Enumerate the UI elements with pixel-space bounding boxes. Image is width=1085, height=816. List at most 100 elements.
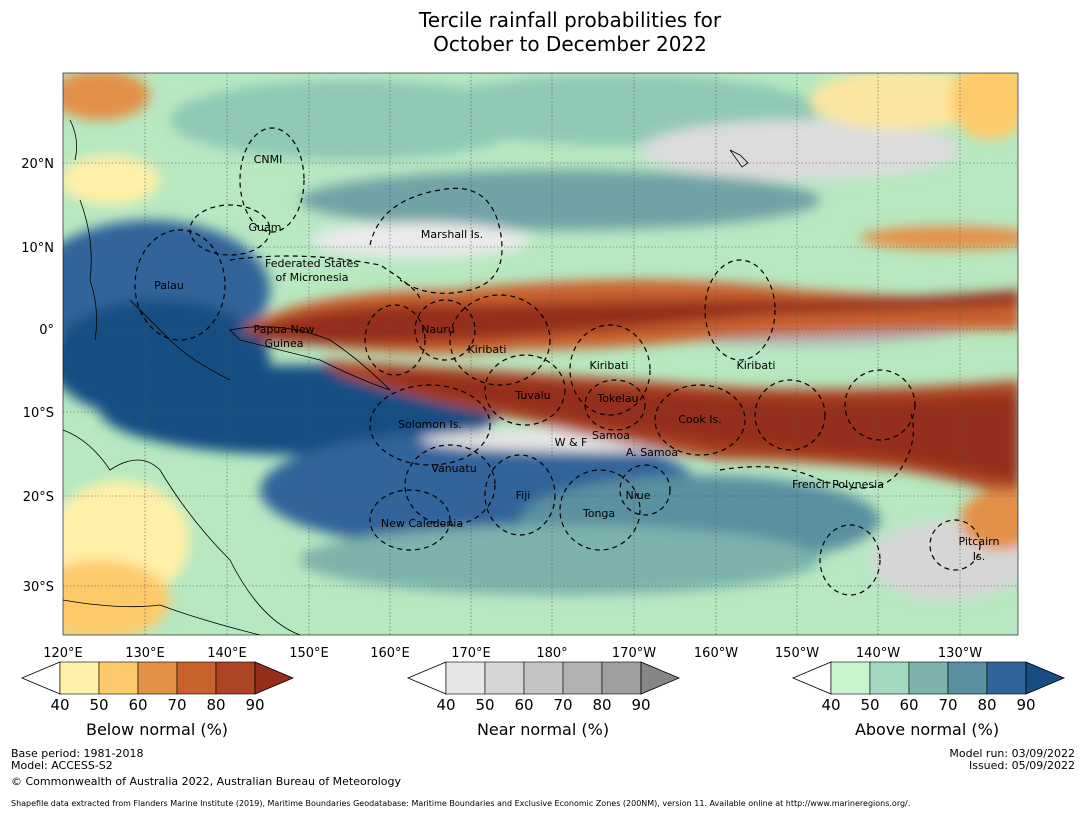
label-new-caledonia: New Caledonia xyxy=(381,517,463,530)
label-french-polynesia: French Polynesia xyxy=(792,478,884,491)
label-marshall: Marshall Is. xyxy=(421,228,483,241)
colorbar-legends: 40 50 60 70 80 90 40 50 60 70 80 90 40 50 60 70 80 90 xyxy=(20,661,1066,714)
colorbar-swatch xyxy=(176,661,217,695)
colorbar-tick-label: 60 xyxy=(514,696,533,714)
lat-label: 0° xyxy=(39,323,54,338)
lat-label: 10°N xyxy=(21,241,54,256)
colorbar-lower-extend xyxy=(791,661,832,695)
lon-label: 160°W xyxy=(694,646,738,661)
label-fsm-1: Federated States xyxy=(265,257,359,270)
colorbar-tick-label: 90 xyxy=(631,696,650,714)
colorbar-tick-label: 40 xyxy=(821,696,840,714)
label-solomon: Solomon Is. xyxy=(398,418,462,431)
colorbar-tick-label: 90 xyxy=(245,696,264,714)
label-tokelau: Tokelau xyxy=(596,392,638,405)
label-kiribati-west: Kiribati xyxy=(468,343,507,356)
colorbar-swatch xyxy=(215,661,256,695)
colorbar-upper-extend xyxy=(1025,661,1066,695)
label-kiribati-east: Kiribati xyxy=(737,359,776,372)
colorbar-tick-label: 40 xyxy=(50,696,69,714)
colorbar-swatch xyxy=(445,661,486,695)
lon-label: 140°W xyxy=(856,646,900,661)
colorbar-tick-label: 80 xyxy=(206,696,225,714)
colorbar-title-below: Below normal (%) xyxy=(85,720,229,739)
colorbar-upper-extend xyxy=(640,661,681,695)
colorbar-tick-label: 50 xyxy=(475,696,494,714)
label-cook: Cook Is. xyxy=(678,413,721,426)
colorbar-0: 40 50 60 70 80 90 xyxy=(20,661,295,714)
colorbar-swatch xyxy=(869,661,910,695)
footer-left: Base period: 1981-2018 Model: ACCESS-S2 … xyxy=(11,748,401,788)
title-line-1: Tercile rainfall probabilities for xyxy=(418,8,722,32)
footer-right: Model run: 03/09/2022 Issued: 05/09/2022 xyxy=(949,748,1075,772)
lat-label: 10°S xyxy=(23,406,54,421)
colorbar-swatch xyxy=(98,661,139,695)
colorbar-swatch xyxy=(908,661,949,695)
colorbar-tick-label: 50 xyxy=(89,696,108,714)
chart-title: Tercile rainfall probabilities for Octob… xyxy=(0,8,1085,56)
label-cnmi: CNMI xyxy=(254,153,283,166)
lon-label: 150°E xyxy=(289,646,329,661)
colorbar-title-above: Above normal (%) xyxy=(854,720,1000,739)
colorbar-upper-extend xyxy=(254,661,295,695)
colorbar-tick-label: 70 xyxy=(938,696,957,714)
lon-label: 170°W xyxy=(612,646,656,661)
colorbar-tick-label: 80 xyxy=(592,696,611,714)
colorbar-swatch xyxy=(523,661,564,695)
label-kiribati-central: Kiribati xyxy=(590,359,629,372)
label-pitcairn-1: Pitcairn xyxy=(959,535,1000,548)
label-samoa: Samoa xyxy=(592,429,630,442)
colorbar-1: 40 50 60 70 80 90 xyxy=(406,661,681,714)
lon-label: 140°E xyxy=(207,646,247,661)
lat-label: 20°S xyxy=(23,490,54,505)
colorbar-lower-extend xyxy=(20,661,61,695)
colorbar-lower-extend xyxy=(406,661,447,695)
lon-label: 120°E xyxy=(43,646,83,661)
lat-axis: 20°N 10°N 0° 10°S 20°S 30°S xyxy=(21,157,54,595)
colorbar-swatch xyxy=(137,661,178,695)
colorbar-swatch xyxy=(947,661,988,695)
lon-label: 160°E xyxy=(370,646,410,661)
lon-label: 130°W xyxy=(938,646,982,661)
colorbar-title-near: Near normal (%) xyxy=(476,720,610,739)
lon-label: 150°W xyxy=(775,646,819,661)
label-vanuatu: Vanuatu xyxy=(431,462,476,475)
label-fiji: Fiji xyxy=(516,489,531,502)
colorbar-tick-label: 50 xyxy=(860,696,879,714)
lon-axis: 120°E 130°E 140°E 150°E 160°E 170°E 180°… xyxy=(43,646,982,661)
colorbar-swatch xyxy=(484,661,525,695)
colorbar-tick-label: 80 xyxy=(977,696,996,714)
lon-label: 180° xyxy=(536,646,567,661)
label-fsm-2: of Micronesia xyxy=(276,271,349,284)
lon-label: 170°E xyxy=(451,646,491,661)
colorbar-tick-label: 60 xyxy=(128,696,147,714)
label-nauru: Nauru xyxy=(421,323,454,336)
lat-label: 30°S xyxy=(23,580,54,595)
label-palau: Palau xyxy=(154,279,184,292)
lat-label: 20°N xyxy=(21,157,54,172)
label-tuvalu: Tuvalu xyxy=(514,389,550,402)
title-line-2: October to December 2022 xyxy=(433,32,707,56)
colorbar-tick-label: 60 xyxy=(899,696,918,714)
label-pitcairn-2: Is. xyxy=(973,550,985,563)
base-period: Base period: 1981-2018 xyxy=(11,747,144,760)
colorbar-swatch xyxy=(986,661,1027,695)
colorbar-2: 40 50 60 70 80 90 xyxy=(791,661,1066,714)
label-png-1: Papua New xyxy=(253,323,314,336)
colorbar-tick-label: 70 xyxy=(553,696,572,714)
colorbar-tick-label: 90 xyxy=(1016,696,1035,714)
label-asamoa: A. Samoa xyxy=(626,446,678,459)
label-png-2: Guinea xyxy=(264,337,303,350)
shapefile-credit: Shapefile data extracted from Flanders M… xyxy=(11,799,911,808)
label-guam: Guam xyxy=(249,221,282,234)
issued-date: Issued: 05/09/2022 xyxy=(968,759,1075,772)
colorbar-swatch xyxy=(59,661,100,695)
label-tonga: Tonga xyxy=(582,507,615,520)
lon-label: 130°E xyxy=(125,646,165,661)
label-wf: W & F xyxy=(555,436,588,449)
model-run: Model run: 03/09/2022 xyxy=(949,747,1075,760)
colorbar-tick-label: 70 xyxy=(167,696,186,714)
map-frame xyxy=(62,72,1019,636)
colorbar-swatch xyxy=(562,661,603,695)
copyright: © Commonwealth of Australia 2022, Austra… xyxy=(11,775,401,788)
